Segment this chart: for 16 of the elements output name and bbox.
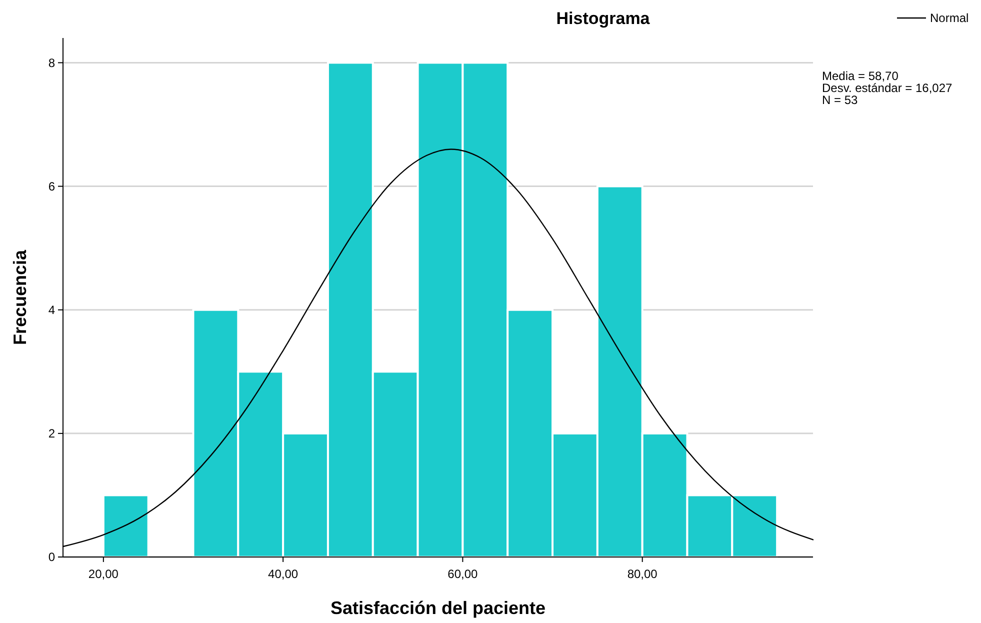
x-tick-label: 20,00 (88, 567, 119, 581)
y-tick-label: 4 (48, 303, 56, 318)
y-tick-label: 8 (48, 56, 56, 70)
x-tick-label: 80,00 (627, 567, 658, 581)
y-axis-title: Frecuencia (10, 248, 30, 346)
y-tick-label: 2 (48, 426, 56, 441)
chart-title: Histograma (556, 9, 650, 28)
y-tick-label: 0 (48, 550, 56, 564)
text: Media = 58,70 (822, 69, 899, 84)
text: N = 53 (822, 93, 858, 108)
x-tick-label: 60,00 (448, 567, 478, 581)
x-tick-label: 40,00 (268, 567, 298, 581)
text: Desv. estándar = 16,027 (822, 81, 953, 96)
x-axis-title: Satisfacción del paciente (330, 598, 546, 618)
y-tick-label: 6 (48, 179, 56, 194)
legend-label: Normal (930, 11, 969, 26)
